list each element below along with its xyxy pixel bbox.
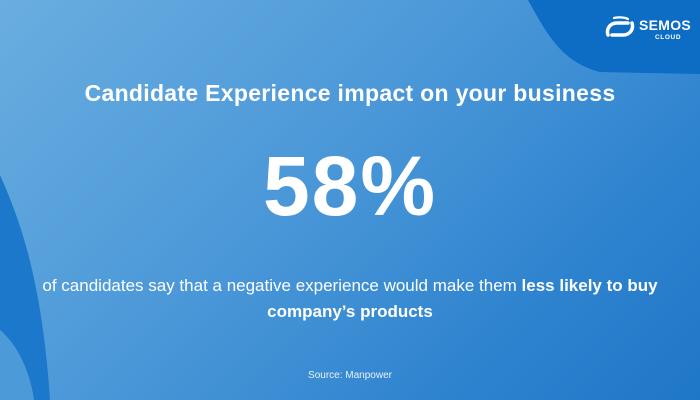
logo-subtitle: CLOUD	[655, 34, 682, 41]
stat-description: of candidates say that a negative experi…	[40, 273, 660, 325]
stat-percentage: 58%	[262, 139, 438, 233]
semos-cloud-logo: SEMOS CLOUD	[604, 14, 692, 48]
headline: Candidate Experience impact on your busi…	[84, 80, 616, 106]
source-note: Source: Manpower	[308, 370, 392, 381]
top-right-shape	[528, 0, 700, 74]
semos-cloud-logo-icon	[605, 16, 635, 37]
logo-name: SEMOS	[639, 17, 692, 33]
description-regular: of candidates say that a negative experi…	[42, 276, 522, 295]
description-bold: less likely to buy company’s products	[267, 276, 658, 321]
bottom-left-shape	[0, 330, 34, 400]
